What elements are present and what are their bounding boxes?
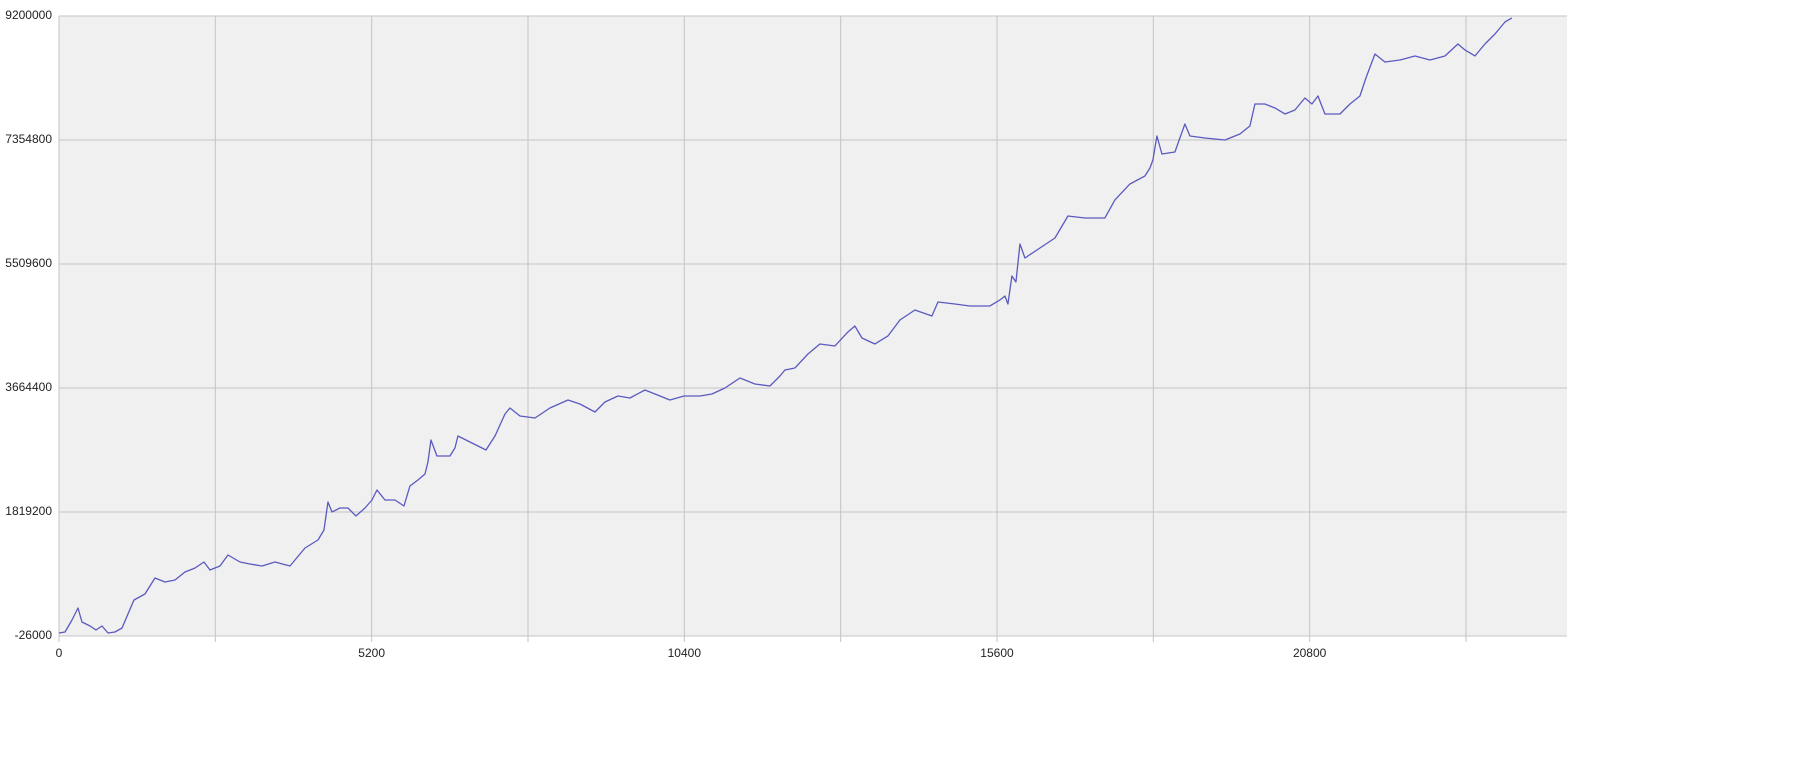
y-tick-label: 3664400: [5, 380, 52, 394]
y-tick-label: 9200000: [5, 8, 52, 22]
data-line: [58, 17, 1513, 634]
x-tick-label: 20800: [1293, 646, 1327, 660]
y-tick-label: -26000: [15, 628, 53, 642]
x-tick-label: 5200: [358, 646, 385, 660]
y-tick-label: 5509600: [5, 256, 52, 270]
x-tick-label: 0: [56, 646, 63, 660]
y-tick-label: 7354800: [5, 132, 52, 146]
y-tick-label: 1819200: [5, 504, 52, 518]
x-tick-label: 10400: [668, 646, 702, 660]
x-tick-label: 15600: [980, 646, 1014, 660]
plot-area: [59, 16, 1567, 636]
